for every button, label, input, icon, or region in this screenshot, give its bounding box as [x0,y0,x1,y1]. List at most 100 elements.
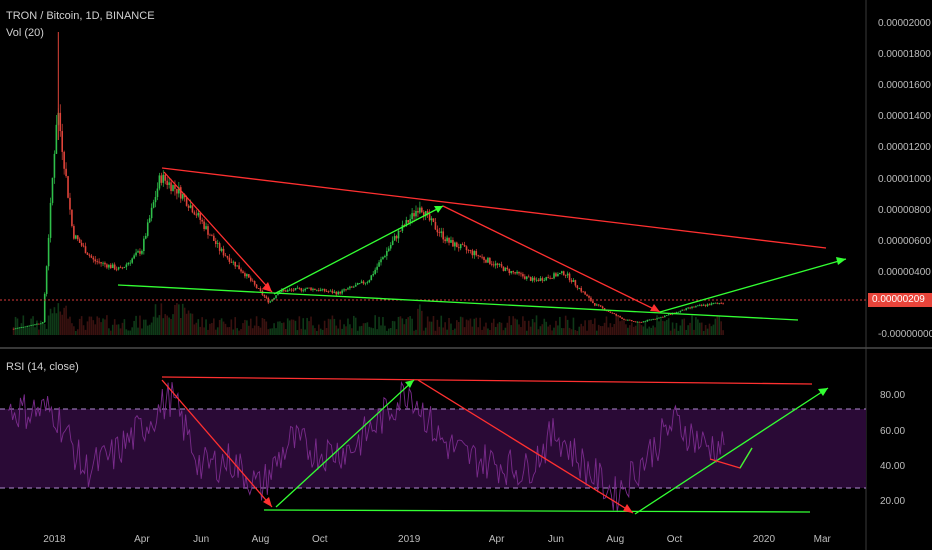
candle-body [421,207,423,213]
candle-body [586,294,588,296]
candle-body [399,230,402,232]
candle-body [595,304,598,306]
volume-bar [284,329,287,335]
volume-bar [627,327,629,335]
volume-bar [102,318,104,335]
volume-bar [333,318,336,335]
volume-bar [535,315,538,335]
candle-body [456,242,458,248]
volume-bar [578,326,581,335]
candle-body [629,319,631,321]
candle-body [395,236,398,239]
candle-body [630,320,633,322]
volume-bar [139,315,141,335]
volume-bar [459,316,462,335]
volume-bar [691,315,693,335]
volume-bar [111,324,114,335]
candle-body [296,287,299,289]
volume-bar [632,326,635,335]
candle-body [580,288,583,292]
volume-bar [555,320,557,335]
price-arrow-up-1 [273,205,444,295]
candle-body [113,264,116,270]
volume-bar [51,313,54,335]
candle-body [407,220,410,223]
candle-body [615,313,618,316]
candle-body [263,294,266,297]
volume-bar [143,319,145,335]
candle-body [111,264,114,269]
candle-body [512,271,514,273]
candle-body [656,318,658,320]
volume-bar [722,330,724,335]
volume-bar [38,329,40,335]
candle-body [127,262,130,265]
rsi-tick-label: 80.00 [880,390,906,402]
volume-bar [238,330,240,335]
volume-bar [53,307,56,335]
price-tick-label: 0.00002000 [878,18,931,29]
volume-bar [568,327,571,335]
candle-body [94,259,97,262]
volume-bar [20,323,23,335]
price-tick-label: 0.00001000 [878,173,931,185]
rsi-arrow-up-2 [634,387,829,515]
candle-body [228,257,231,262]
candle-body [549,277,551,279]
candle-body [32,324,34,326]
candle-body [424,211,427,217]
volume-bar [207,329,209,335]
candle-body [265,296,268,298]
volume-bar [265,321,268,335]
rsi-tick-label: 20.00 [880,496,906,508]
candle-body [281,289,283,292]
candle-body [24,326,27,328]
volume-bar [564,315,567,335]
volume-bar [170,318,172,335]
volume-bar [704,325,707,335]
candle-body [117,267,120,270]
candle-body [391,240,394,245]
price-tick-label: 0.00000800 [878,204,931,216]
volume-bar [714,318,717,335]
volume-bar [547,326,549,335]
rsi-resistance-line [161,376,813,385]
volume-bar [78,318,81,335]
candle-body [498,264,501,266]
volume-bar [356,330,359,335]
candle-body [535,279,538,281]
candle-body [187,205,190,208]
candle-body [687,307,689,309]
volume-bar [63,307,65,335]
volume-bar [257,325,260,335]
candle-body [594,303,596,306]
volume-bar [45,328,48,335]
candle-body [273,297,275,300]
volume-bar [214,329,217,335]
volume-bar [675,322,678,335]
candle-body [197,212,200,216]
candle-body [473,251,476,256]
volume-bar [164,314,167,335]
candle-body [135,252,137,256]
candle-body [224,255,227,257]
candle-body [193,212,196,215]
candle-body [288,289,291,291]
volume-bar [494,327,497,335]
volume-bar [436,319,439,335]
volume-bar [512,316,514,335]
candle-body [251,280,254,282]
candle-body [327,291,330,293]
candle-body [642,321,645,323]
volume-bar [73,326,75,335]
candle-body [71,209,73,227]
volume-bar [218,319,221,335]
volume-bar [716,315,719,335]
volume-bar [669,330,672,335]
candle-body [640,322,643,323]
volume-bar [706,328,709,335]
volume-bar [477,327,479,335]
candle-body [30,325,32,326]
candle-body [246,274,248,277]
candle-body [574,280,577,286]
